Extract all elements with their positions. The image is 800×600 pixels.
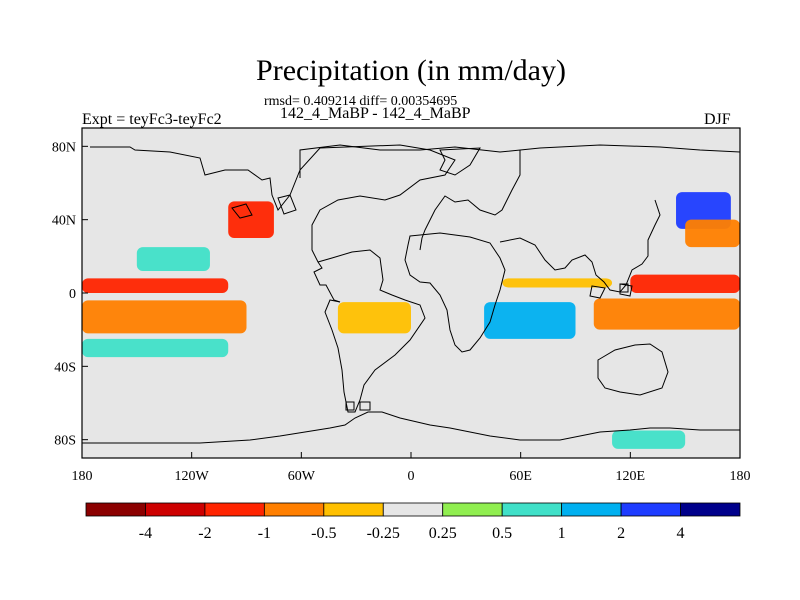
anomaly-region-3 [337,302,411,334]
colorbar-swatch [680,502,741,517]
x-tick-label: 0 [408,469,415,484]
colorbar-label: -0.25 [367,525,400,542]
anomaly-region-1 [82,300,247,334]
y-tick-label: 80S [54,434,76,449]
anomaly-region-2 [136,247,210,271]
coastline-south-america [317,249,426,413]
coastlines [82,144,740,444]
colorbar-label: 2 [617,525,625,542]
anomaly-region-10 [228,201,274,238]
colorbar-label: 0.25 [429,525,457,542]
colorbar-label: -0.5 [311,525,336,542]
colorbar-swatch [323,502,384,517]
anomaly-region-12 [612,430,686,449]
colorbar-label: 1 [558,525,566,542]
y-tick-label: 40S [54,360,76,375]
chart-title: Precipitation (in mm/day) [256,54,566,87]
anomaly-region-6 [593,298,740,330]
colorbar-swatch [85,502,146,517]
x-tick-label: 180 [730,469,751,484]
colorbar: -4 -2 -1 -0.5 -0.25 0.25 0.5 1 2 4 [85,502,741,542]
anomaly-region-9 [685,219,740,248]
colorbar-label: 0.5 [492,525,512,542]
experiment-label: Expt = teyFc3-teyFc2 [82,111,222,128]
colorbar-label: 4 [677,525,685,542]
stats-line: rmsd= 0.409214 diff= 0.00354695 [264,94,458,109]
anomaly-region-4 [484,302,576,339]
colorbar-label: -2 [198,525,211,542]
colorbar-swatch [145,502,206,517]
coastline-islands [231,194,629,411]
coastline-eurasia [299,144,740,251]
colorbar-swatch [442,502,503,517]
anomaly-fields [82,192,740,449]
y-tick-label: 80N [52,140,76,155]
colorbar-swatch [382,502,444,517]
anomaly-region-0 [82,278,229,293]
x-axis: 180 120W 60W 0 60E 120E 180 [72,452,751,484]
x-tick-label: 60E [509,469,532,484]
x-tick-label: 120W [175,469,210,484]
y-tick-label: 40N [52,214,76,229]
colorbar-swatch [501,502,563,517]
colorbar-swatch [263,502,325,517]
chart-subtitle: 142_4_MaBP - 142_4_MaBP [280,105,471,122]
y-axis: 80N 40N 0 40S 80S [52,140,88,449]
colorbar-label: -4 [139,525,152,542]
y-tick-label: 0 [69,287,76,302]
anomaly-region-7 [630,274,740,293]
colorbar-label: -1 [258,525,271,542]
coastline-antarctica [82,411,740,444]
colorbar-swatch [204,502,265,517]
x-tick-label: 60W [288,469,316,484]
coastline-africa [404,232,506,353]
x-tick-label: 180 [72,469,93,484]
coastline-greenland [439,147,481,176]
colorbar-swatch [620,502,681,517]
season-label: DJF [704,111,731,128]
anomaly-region-5 [502,278,613,288]
colorbar-swatch [561,502,622,517]
coastline-arabia-india [499,199,661,293]
x-tick-label: 120E [616,469,646,484]
anomaly-region-11 [82,338,229,358]
coastline-australia [597,343,669,396]
